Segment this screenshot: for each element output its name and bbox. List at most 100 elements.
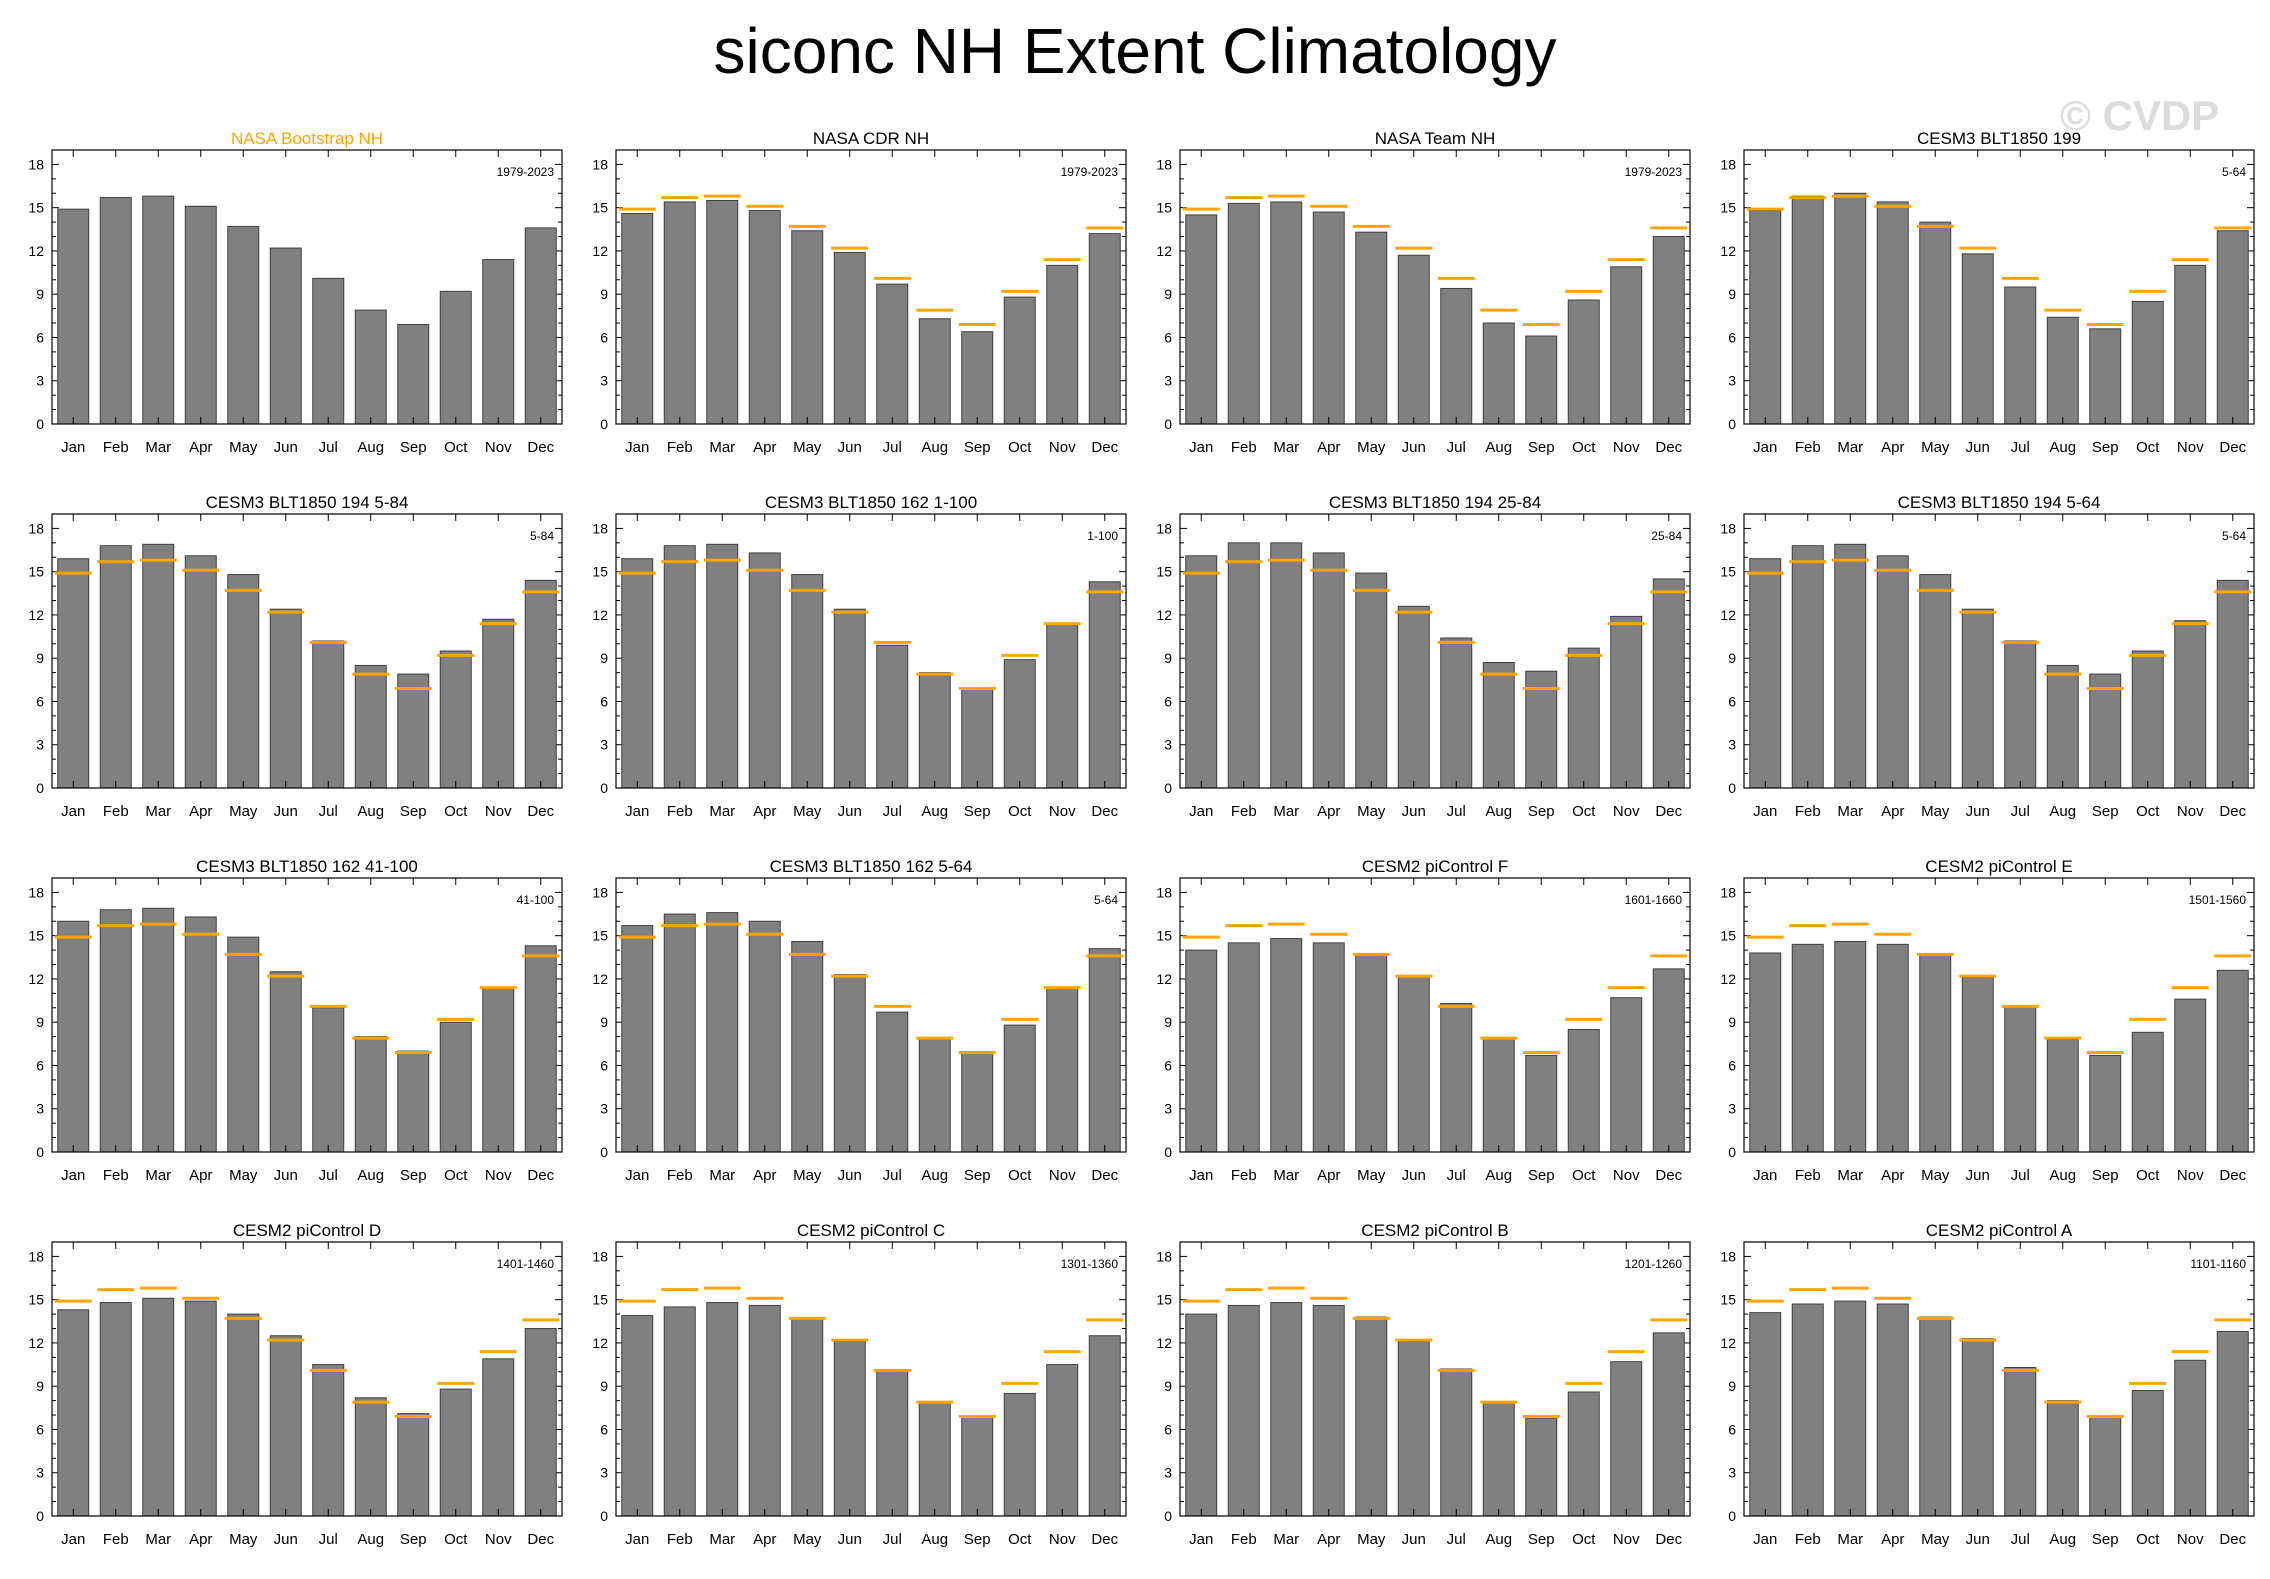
bar [1088, 581, 1121, 789]
plot-frame [615, 1241, 1127, 1517]
period-label: 5-64 [2222, 529, 2246, 543]
y-tick-label: 12 [592, 607, 608, 623]
bar [2046, 1039, 2079, 1153]
bar [1003, 659, 1036, 789]
y-tick-label: 18 [592, 156, 608, 172]
y-tick-label: 15 [1720, 1292, 1736, 1308]
x-tick-label: Jan [625, 1167, 649, 1184]
bar [397, 323, 430, 425]
bar [57, 1309, 90, 1517]
bar [1834, 543, 1867, 789]
bar [354, 309, 387, 425]
x-tick-label: May [793, 803, 822, 820]
bar [1046, 987, 1079, 1153]
bar [227, 936, 260, 1153]
x-tick-label: Feb [1795, 1167, 1821, 1184]
x-tick-label: Mar [1837, 1531, 1863, 1548]
bar [524, 579, 557, 789]
y-tick-label: 15 [1720, 564, 1736, 580]
x-tick-label: Feb [1795, 1531, 1821, 1548]
x-tick-label: Sep [2092, 439, 2119, 456]
x-tick-label: Sep [400, 439, 427, 456]
x-tick-label: Sep [400, 803, 427, 820]
y-tick-label: 3 [1164, 737, 1172, 753]
x-tick-label: Oct [444, 1167, 468, 1184]
y-tick-label: 18 [1720, 884, 1736, 900]
x-tick-label: Feb [103, 1531, 129, 1548]
period-label: 1979-2023 [497, 165, 555, 179]
bar [1440, 1002, 1473, 1153]
x-tick-label: Dec [1091, 1531, 1118, 1548]
x-tick-label: Nov [1613, 439, 1640, 456]
bar [1003, 296, 1036, 425]
x-tick-label: May [1921, 439, 1950, 456]
bar [99, 1302, 132, 1517]
x-tick-label: May [793, 1167, 822, 1184]
x-tick-label: Apr [1317, 439, 1340, 456]
bar [2004, 1366, 2037, 1517]
x-tick-label: Apr [189, 803, 212, 820]
y-tick-label: 0 [1728, 416, 1736, 432]
y-tick-label: 6 [1164, 693, 1172, 709]
x-tick-label: Feb [667, 803, 693, 820]
x-tick-label: Aug [2049, 1531, 2076, 1548]
bar [961, 1051, 994, 1153]
bar [1088, 233, 1121, 425]
bar [748, 1304, 781, 1517]
bar [312, 640, 345, 789]
y-tick-label: 9 [600, 1014, 608, 1030]
bar [1567, 647, 1600, 789]
plot-frame [1179, 149, 1691, 425]
y-tick-label: 15 [28, 1292, 44, 1308]
plot-frame [1743, 149, 2255, 425]
x-tick-label: Oct [1572, 1167, 1596, 1184]
bar [2174, 264, 2207, 425]
period-label: 1979-2023 [1061, 165, 1119, 179]
x-tick-label: Dec [2219, 803, 2246, 820]
plot-frame [1743, 513, 2255, 789]
y-tick-label: 12 [592, 971, 608, 987]
x-tick-label: Nov [1049, 1531, 1076, 1548]
bar [482, 618, 515, 789]
bar [439, 290, 472, 425]
y-tick-label: 9 [1164, 286, 1172, 302]
bar [2216, 1330, 2249, 1517]
bar [1791, 545, 1824, 789]
x-tick-label: Dec [1655, 1531, 1682, 1548]
y-tick-label: 0 [600, 1144, 608, 1160]
panel-title: CESM2 piControl F [1362, 857, 1508, 876]
x-tick-label: May [1921, 803, 1950, 820]
x-tick-label: Mar [709, 1167, 735, 1184]
bar [99, 197, 132, 425]
y-tick-label: 6 [1728, 1057, 1736, 1073]
bar [1610, 266, 1643, 425]
bar [142, 543, 175, 789]
y-tick-label: 12 [592, 243, 608, 259]
x-tick-label: Oct [1572, 803, 1596, 820]
y-tick-label: 3 [1728, 1101, 1736, 1117]
x-tick-label: Oct [1572, 1531, 1596, 1548]
chart-panel: CESM3 BLT1850 162 1-100 0 3 6 9 12 15 18 Jan Feb M… [592, 493, 1127, 820]
x-tick-label: Jan [625, 1531, 649, 1548]
x-tick-label: Jan [1753, 1167, 1777, 1184]
plot-frame [51, 1241, 563, 1517]
y-tick-label: 3 [36, 737, 44, 753]
y-tick-label: 15 [1156, 564, 1172, 580]
x-tick-label: Dec [527, 439, 554, 456]
y-tick-label: 9 [600, 286, 608, 302]
bar [142, 195, 175, 425]
bar [2046, 316, 2079, 425]
y-tick-label: 18 [1720, 520, 1736, 536]
x-tick-label: Mar [145, 1167, 171, 1184]
watermark: © CVDP [2060, 92, 2220, 139]
bar [876, 644, 909, 789]
bar [1749, 1312, 1782, 1517]
bar [961, 687, 994, 789]
x-tick-label: Apr [1881, 803, 1904, 820]
x-tick-label: Dec [1091, 803, 1118, 820]
x-tick-label: Jul [883, 803, 902, 820]
bar [748, 210, 781, 425]
x-tick-label: Dec [2219, 439, 2246, 456]
panel-title: CESM2 piControl D [233, 1221, 381, 1240]
